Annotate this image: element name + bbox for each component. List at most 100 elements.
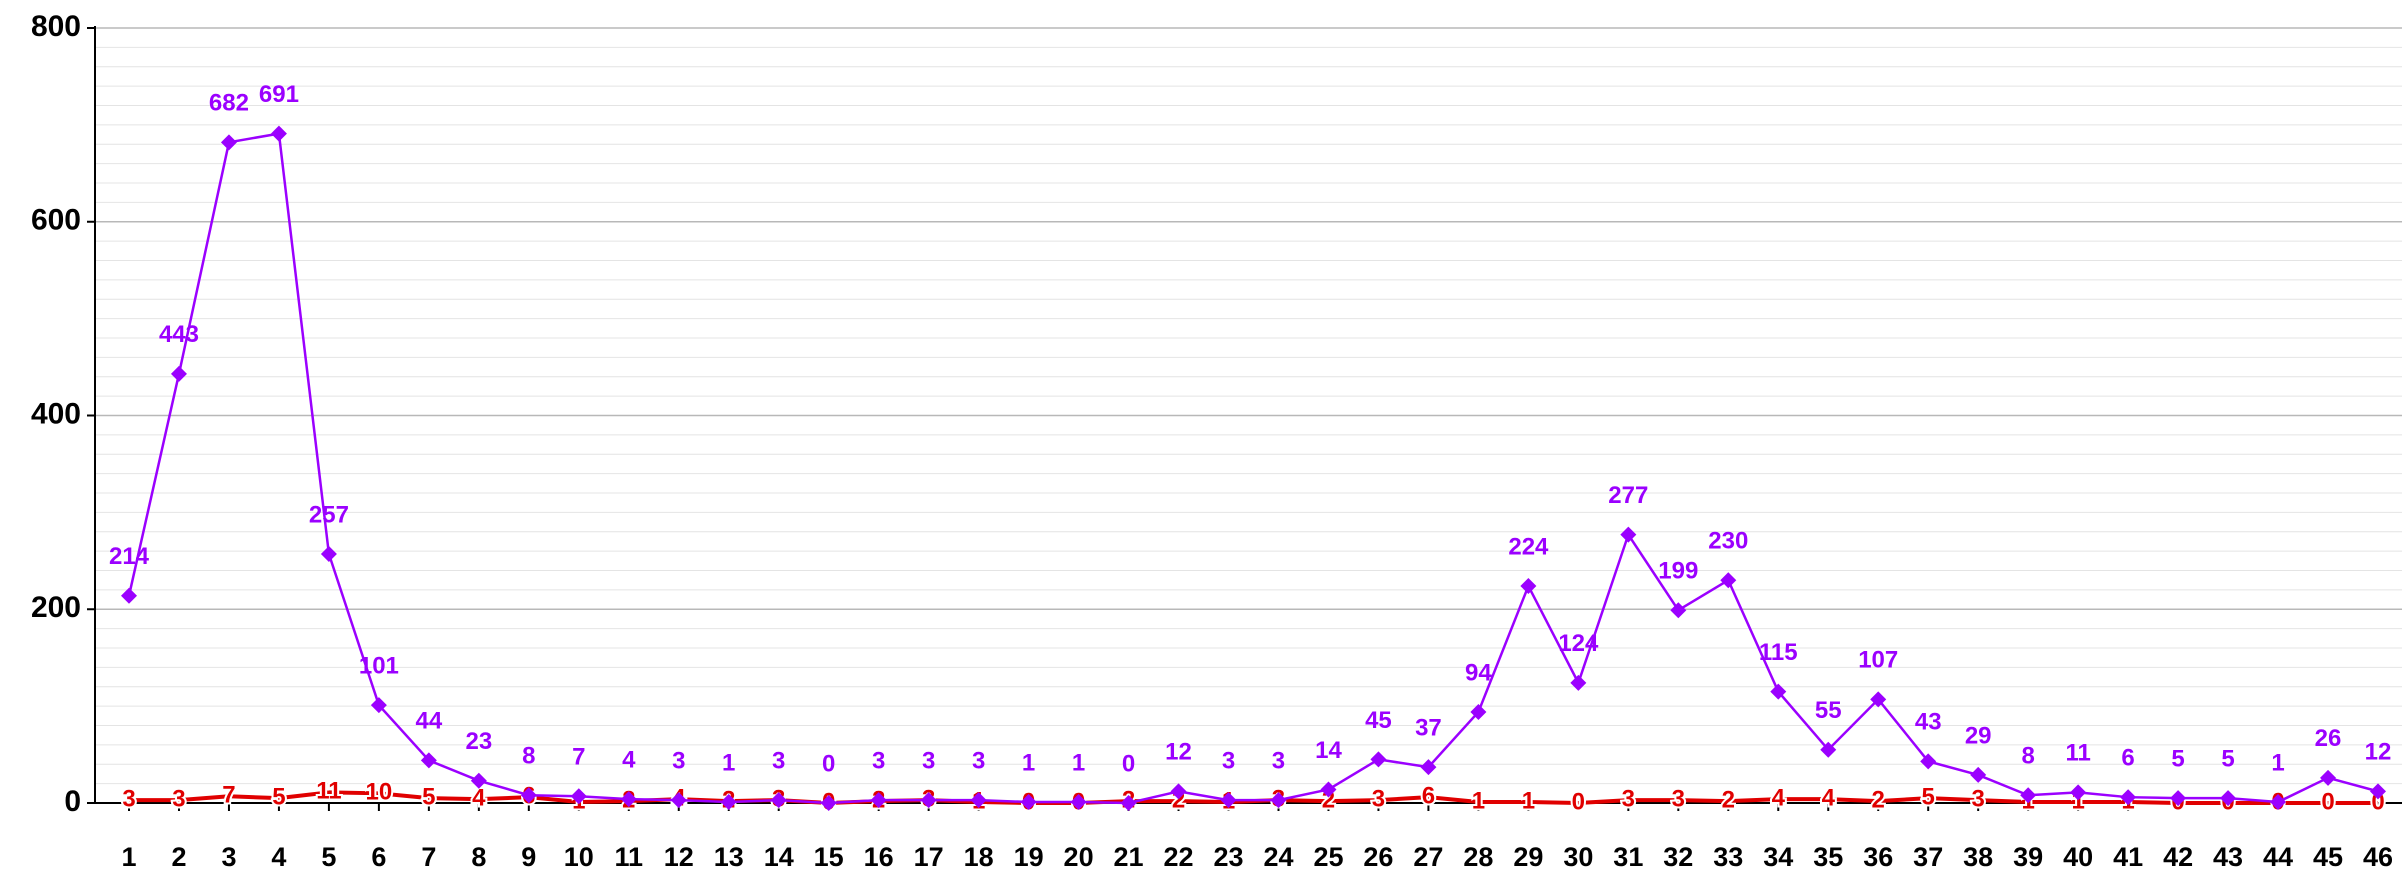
data-label: 55	[1815, 697, 1842, 724]
point-marker	[1420, 759, 1437, 776]
point-marker	[2270, 794, 2287, 811]
data-label: 1	[1472, 787, 1485, 814]
data-label: 5	[2221, 746, 2234, 773]
x-tick-label: 8	[471, 842, 486, 872]
data-label: 3	[1971, 785, 1984, 812]
data-label: 6	[1422, 783, 1435, 810]
data-label: 23	[465, 728, 492, 755]
x-tick-label: 13	[714, 842, 744, 872]
data-label: 5	[422, 784, 435, 811]
point-marker	[370, 697, 387, 714]
point-marker	[1920, 753, 1937, 770]
point-marker	[620, 791, 637, 808]
point-marker	[870, 792, 887, 809]
point-marker	[1870, 691, 1887, 708]
data-label: 94	[1465, 659, 1492, 686]
point-marker	[1070, 794, 1087, 811]
data-label: 3	[1622, 785, 1635, 812]
x-tick-label: 7	[421, 842, 436, 872]
x-tick-label: 40	[2063, 842, 2093, 872]
x-tick-label: 15	[814, 842, 844, 872]
data-label: 2	[1872, 786, 1885, 813]
data-label: 257	[309, 501, 349, 528]
point-marker	[2220, 790, 2237, 807]
point-marker	[920, 792, 937, 809]
point-marker	[1220, 792, 1237, 809]
point-marker	[2170, 790, 2187, 807]
point-marker	[520, 787, 537, 804]
x-tick-label: 39	[2013, 842, 2043, 872]
data-label: 11	[316, 778, 341, 805]
data-label: 11	[2065, 740, 2090, 767]
data-label: 107	[1858, 647, 1898, 674]
point-marker	[1570, 674, 1587, 691]
point-marker	[720, 794, 737, 811]
point-marker	[1270, 792, 1287, 809]
data-label: 682	[209, 90, 249, 117]
data-label: 4	[472, 784, 486, 811]
data-label: 0	[1572, 788, 1585, 815]
x-tick-label: 11	[615, 842, 644, 872]
data-label: 3	[1372, 785, 1385, 812]
data-label: 3	[1272, 747, 1285, 774]
data-label: 7	[222, 782, 235, 809]
data-label: 124	[1558, 630, 1599, 657]
x-tick-label: 16	[864, 842, 894, 872]
x-tick-label: 4	[271, 842, 286, 872]
x-tick-label: 37	[1913, 842, 1943, 872]
x-tick-label: 26	[1363, 842, 1393, 872]
x-tick-label: 36	[1863, 842, 1893, 872]
data-label: 2	[1722, 786, 1735, 813]
point-marker	[820, 795, 837, 811]
point-marker	[1970, 766, 1987, 783]
data-label: 0	[822, 750, 835, 777]
point-marker	[770, 792, 787, 809]
point-marker	[1520, 578, 1537, 594]
x-tick-label: 6	[371, 842, 386, 872]
y-tick-label: 0	[64, 785, 81, 818]
data-label: 10	[366, 779, 393, 806]
y-tick-label: 600	[31, 204, 81, 237]
x-tick-label: 42	[2163, 842, 2193, 872]
x-tick-label: 23	[1213, 842, 1243, 872]
data-label: 224	[1508, 533, 1549, 560]
point-marker	[220, 134, 237, 151]
x-tick-label: 22	[1164, 842, 1194, 872]
point-marker	[1620, 526, 1637, 543]
point-marker	[1120, 795, 1137, 811]
x-tick-label: 19	[1014, 842, 1044, 872]
x-tick-label: 44	[2263, 842, 2293, 872]
series-line	[127, 132, 2379, 805]
data-label: 3	[1222, 747, 1235, 774]
y-tick-label: 800	[31, 10, 81, 43]
x-tick-label: 2	[171, 842, 186, 872]
x-tick-label: 21	[1114, 842, 1144, 872]
data-label: 12	[2365, 739, 2392, 766]
x-tick-label: 14	[764, 842, 794, 872]
point-marker	[1820, 741, 1837, 758]
data-label: 1	[722, 749, 735, 776]
data-label: 214	[109, 543, 150, 570]
point-marker	[270, 125, 287, 142]
point-marker	[2120, 789, 2137, 806]
x-tick-label: 18	[964, 842, 994, 872]
data-label: 4	[1772, 784, 1786, 811]
point-marker	[1170, 783, 1187, 800]
point-marker	[121, 587, 137, 604]
data-label: 37	[1415, 715, 1442, 742]
data-label: 3	[772, 747, 785, 774]
point-marker	[2020, 787, 2037, 804]
x-tick-label: 9	[521, 842, 536, 872]
data-label: 5	[1922, 784, 1935, 811]
data-label: 29	[1965, 722, 1992, 749]
point-marker	[420, 752, 437, 769]
x-tick-label: 17	[914, 842, 944, 872]
data-label: 3	[1672, 785, 1685, 812]
data-label: 4	[1822, 784, 1836, 811]
data-label: 12	[1165, 739, 1192, 766]
point-marker	[1470, 703, 1487, 720]
y-tick-label: 200	[31, 591, 81, 624]
point-marker	[320, 546, 337, 563]
data-label: 101	[359, 653, 399, 680]
